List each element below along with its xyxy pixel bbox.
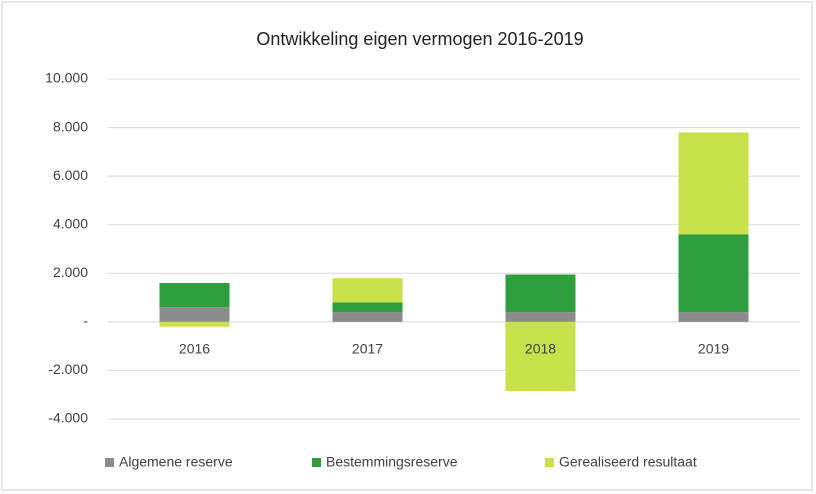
bar-segment — [505, 274, 576, 313]
y-tick-label: 6.000 — [53, 167, 88, 183]
bar-segment — [159, 283, 230, 308]
x-tick-label: 2017 — [352, 341, 383, 357]
x-tick-label: 2016 — [179, 341, 210, 357]
y-tick-label: 2.000 — [53, 264, 88, 280]
y-tick-label: - — [83, 313, 88, 329]
bar-segment — [678, 312, 749, 322]
y-tick-label: -4.000 — [48, 410, 88, 426]
bar-segment — [678, 234, 749, 313]
legend-label: Gerealiseerd resultaat — [559, 454, 697, 470]
y-tick-label: 4.000 — [53, 215, 88, 231]
chart-title: Ontwikkeling eigen vermogen 2016-2019 — [256, 29, 583, 49]
legend-label: Bestemmingsreserve — [326, 454, 458, 470]
legend-swatch — [105, 458, 114, 467]
x-tick-label: 2019 — [698, 341, 729, 357]
bar-segment — [159, 321, 230, 327]
bar-segment — [678, 132, 749, 235]
y-tick-label: 8.000 — [53, 118, 88, 134]
bar-segment — [332, 302, 403, 313]
y-tick-label: 10.000 — [45, 70, 88, 86]
legend-swatch — [545, 458, 554, 467]
legend-swatch — [312, 458, 321, 467]
bar-segment — [332, 312, 403, 322]
bar-segment — [159, 307, 230, 322]
bar-segment — [332, 278, 403, 303]
x-tick-label: 2018 — [525, 341, 556, 357]
y-tick-label: -2.000 — [48, 361, 88, 377]
bar-segment — [505, 312, 576, 322]
legend-label: Algemene reserve — [119, 454, 233, 470]
bar-segment — [505, 321, 576, 392]
